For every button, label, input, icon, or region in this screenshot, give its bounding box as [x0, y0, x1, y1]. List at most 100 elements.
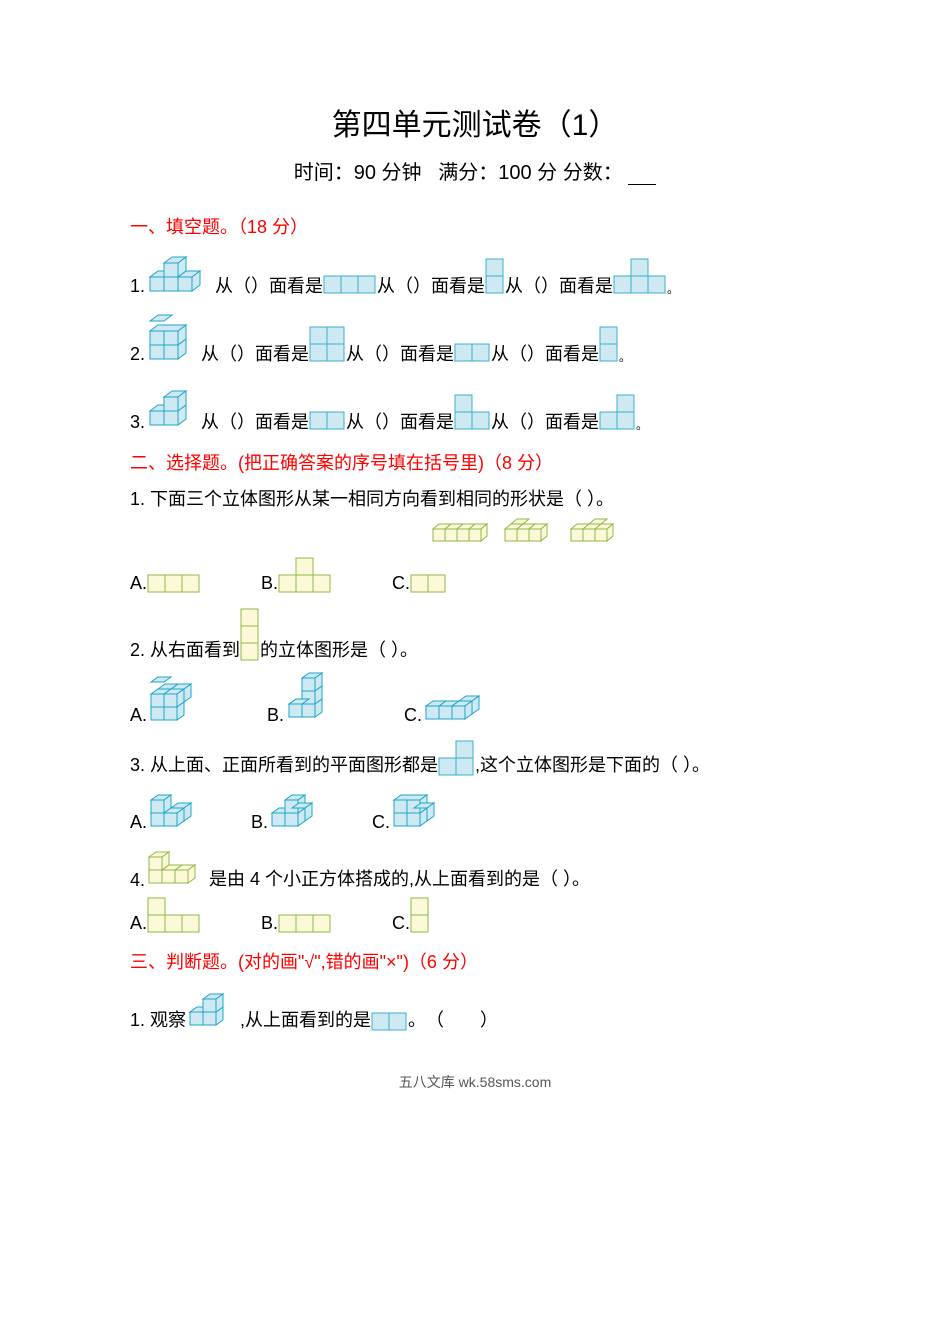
period: 。	[619, 351, 631, 363]
from-label: 从（	[346, 345, 382, 363]
s2-q4-options: A. B. C.	[130, 897, 820, 934]
q2-pre: 2. 从右面看到	[130, 636, 240, 662]
flat-view-icon	[309, 411, 346, 431]
from-label: 从（	[215, 277, 251, 295]
time-label: 时间：90 分钟	[294, 162, 422, 184]
cube-figure-icon	[145, 381, 201, 431]
flat-view-icon	[599, 326, 619, 363]
q2-post: 的立体图形是（ ）。	[260, 636, 418, 662]
cube-figure-icon	[145, 313, 201, 363]
q3-post: ,这个立体图形是下面的（ ）。	[475, 751, 710, 777]
opt-label: A.	[130, 573, 147, 594]
from-label: 从（	[377, 277, 413, 295]
flat-view-icon	[438, 740, 475, 777]
opt-label: A.	[130, 812, 147, 833]
s3q1-pre: 1. 观察	[130, 1006, 186, 1032]
s1-q3: 3. 从（ ）面看是 从（ ）面看是 从（ ）面看是 。	[130, 381, 820, 431]
flat-view-icon	[454, 394, 491, 431]
s2-q2-text: 2. 从右面看到 的立体图形是（ ）。	[130, 608, 820, 662]
cube-figure-icon	[284, 668, 344, 726]
cube-figure-icon	[502, 517, 562, 549]
from-label: 从（	[491, 413, 527, 431]
flat-view-icon	[147, 574, 201, 594]
option-b: B.	[261, 557, 332, 594]
opt-label: C.	[404, 705, 422, 726]
view-label: ）面看是	[237, 345, 309, 363]
option-b: B.	[267, 668, 344, 726]
option-c: C.	[392, 573, 447, 594]
cube-figure-icon	[568, 517, 628, 549]
from-label: 从（	[491, 345, 527, 363]
q3-pre: 3. 从上面、正面所看到的平面图形都是	[130, 751, 438, 777]
view-label: ）面看是	[527, 413, 599, 431]
s1-q1: 1. 从（ ）面看是 从（ ）面看是 从（ ）面看是 。	[130, 249, 820, 295]
score-blank	[628, 167, 656, 185]
flat-view-icon	[613, 258, 667, 295]
s2-q2-options: A. B.	[130, 668, 820, 726]
s2-q1-figures	[430, 517, 820, 549]
option-c: C.	[404, 690, 492, 726]
cube-figure-icon	[268, 783, 322, 833]
q-num: 1.	[130, 277, 145, 295]
period: 。	[667, 283, 679, 295]
flat-view-icon	[309, 326, 346, 363]
view-label: ）面看是	[527, 345, 599, 363]
period: 。	[636, 419, 648, 431]
flat-view-icon	[323, 275, 377, 295]
from-label: 从（	[201, 413, 237, 431]
s2-q1-options: A. B. C.	[130, 557, 820, 594]
view-label: ）面看是	[251, 277, 323, 295]
flat-view-icon	[278, 914, 332, 934]
q-num: 3.	[130, 413, 145, 431]
flat-view-icon	[485, 258, 505, 295]
subtitle: 时间：90 分钟 满分：100 分 分数：	[130, 156, 820, 185]
flat-view-icon	[147, 897, 201, 934]
s1-q2: 2. 从（ ）面看是 从（ ）面看是 从（ ）面看是 。	[130, 313, 820, 363]
page-footer: 五八文库 wk.58sms.com	[130, 1072, 820, 1092]
option-b: B.	[261, 913, 332, 934]
view-label: ）面看是	[382, 413, 454, 431]
view-label: ）面看是	[237, 413, 309, 431]
opt-label: C.	[392, 913, 410, 934]
q4-post: 是由 4 个小正方体搭成的,从上面看到的是（ ）。	[209, 865, 590, 891]
s3q1-mid: ,从上面看到的是	[240, 1006, 371, 1032]
flat-view-icon	[278, 557, 332, 594]
cube-figure-icon	[145, 847, 209, 891]
cube-figure-icon	[390, 783, 450, 833]
from-label: 从（	[201, 345, 237, 363]
q4-num: 4.	[130, 870, 145, 891]
opt-label: C.	[392, 573, 410, 594]
s3q1-post: 。 （ ）	[408, 1006, 498, 1032]
option-c: C.	[392, 897, 430, 934]
flat-view-icon	[410, 574, 447, 594]
flat-view-icon	[599, 394, 636, 431]
s2-q1-text: 1. 下面三个立体图形从某一相同方向看到相同的形状是（ ）。	[130, 485, 820, 511]
view-label: ）面看是	[541, 277, 613, 295]
cube-figure-icon	[145, 249, 215, 295]
opt-label: A.	[130, 913, 147, 934]
view-label: ）面看是	[413, 277, 485, 295]
full-score-label: 满分：100 分	[438, 162, 557, 184]
opt-label: C.	[372, 812, 390, 833]
opt-label: A.	[130, 705, 147, 726]
opt-label: B.	[261, 913, 278, 934]
from-label: 从（	[505, 277, 541, 295]
cube-figure-icon	[147, 674, 207, 726]
option-a: A.	[130, 674, 207, 726]
s3-q1: 1. 观察 ,从上面看到的是 。 （ ）	[130, 984, 820, 1032]
option-a: A.	[130, 783, 201, 833]
s2-q3-options: A. B.	[130, 783, 820, 833]
s2-q3-text: 3. 从上面、正面所看到的平面图形都是 ,这个立体图形是下面的（ ）。	[130, 740, 820, 777]
section1-header: 一、填空题。（18 分）	[130, 213, 820, 239]
view-label: ）面看是	[382, 345, 454, 363]
flat-view-icon	[240, 608, 260, 662]
flat-view-icon	[454, 343, 491, 363]
option-b: B.	[251, 783, 322, 833]
section3-header: 三、判断题。(对的画"√",错的画"×")（6 分）	[130, 948, 820, 974]
opt-label: B.	[267, 705, 284, 726]
s2-q4-text: 4. 是由 4 个小正方体搭成的,从上面看到的是（ ）。	[130, 847, 820, 891]
score-label: 分数：	[563, 162, 623, 184]
option-a: A.	[130, 897, 201, 934]
cube-figure-icon	[430, 517, 496, 549]
flat-view-icon	[410, 897, 430, 934]
